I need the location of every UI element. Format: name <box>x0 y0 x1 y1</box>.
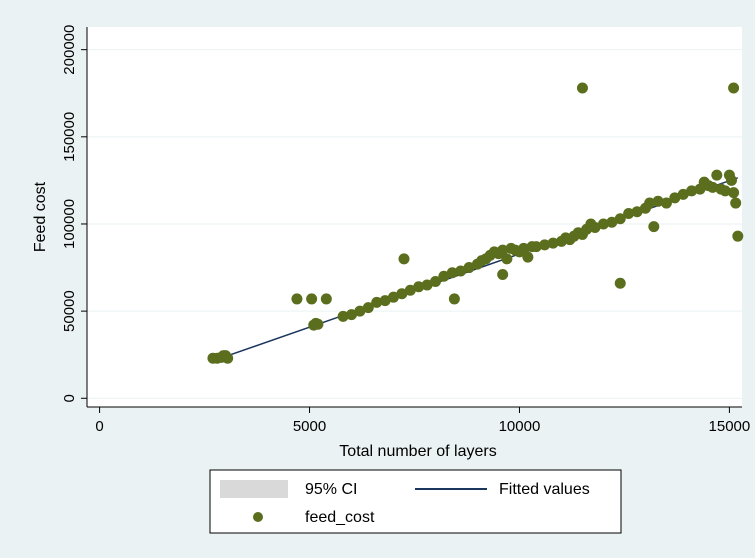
data-point <box>337 310 349 322</box>
data-point <box>726 174 738 186</box>
data-point <box>730 197 742 209</box>
data-point <box>623 208 635 220</box>
data-point <box>421 279 433 291</box>
x-axis-title: Total number of layers <box>339 443 496 460</box>
legend-points-label: feed_cost <box>305 509 375 526</box>
data-point <box>732 230 744 242</box>
data-point <box>614 213 626 225</box>
legend-box <box>209 469 622 534</box>
data-point <box>644 197 656 209</box>
data-point <box>652 195 664 207</box>
data-point <box>448 293 460 305</box>
data-points <box>207 82 744 364</box>
data-point <box>354 305 366 317</box>
data-point <box>518 242 530 254</box>
data-point <box>429 275 441 287</box>
data-point <box>346 309 358 321</box>
data-point <box>379 295 391 307</box>
data-point <box>711 169 723 181</box>
legend-points-marker <box>253 512 263 522</box>
data-point <box>728 82 740 94</box>
data-point <box>522 251 534 263</box>
data-point <box>497 244 509 256</box>
data-point <box>396 288 408 300</box>
y-tick-label: 0 <box>61 394 78 402</box>
data-point <box>438 270 450 282</box>
y-ticks: 0 50000 100000 150000 200000 <box>61 25 87 402</box>
data-point <box>686 185 698 197</box>
data-point <box>371 296 383 308</box>
data-point <box>631 206 643 218</box>
data-point <box>648 221 660 233</box>
data-point <box>455 265 467 277</box>
x-tick-label: 10000 <box>499 418 541 435</box>
data-point <box>497 269 509 281</box>
data-point <box>501 253 513 265</box>
data-point <box>362 302 374 314</box>
data-point <box>291 293 303 305</box>
y-tick-label: 100000 <box>61 199 78 249</box>
legend: 95% CI Fitted values feed_cost <box>209 469 622 534</box>
data-point <box>669 192 681 204</box>
legend-fitted-label: Fitted values <box>499 481 590 498</box>
data-point <box>388 291 400 303</box>
data-point <box>614 277 626 289</box>
data-point <box>398 253 410 265</box>
data-point <box>312 318 324 330</box>
x-tick-label: 15000 <box>709 418 751 435</box>
data-point <box>597 218 609 230</box>
y-tick-label: 150000 <box>61 112 78 162</box>
x-ticks: 0 5000 10000 15000 <box>95 407 750 435</box>
grid-lines <box>87 49 742 399</box>
data-point <box>404 284 416 296</box>
data-point <box>446 267 458 279</box>
data-point <box>320 293 332 305</box>
data-point <box>589 221 601 233</box>
x-tick-label: 5000 <box>293 418 326 435</box>
data-point <box>707 181 719 193</box>
y-axis-title: Feed cost <box>32 181 49 252</box>
y-tick-label: 200000 <box>61 25 78 75</box>
data-point <box>463 262 475 274</box>
data-point <box>606 216 618 228</box>
data-point <box>539 239 551 251</box>
y-tick-label: 50000 <box>61 290 78 332</box>
data-point <box>306 293 318 305</box>
legend-ci-label: 95% CI <box>305 481 357 498</box>
data-point <box>530 241 542 253</box>
plot-area <box>87 27 742 407</box>
data-point <box>576 82 588 94</box>
x-tick-label: 0 <box>95 418 103 435</box>
data-point <box>547 237 559 249</box>
data-point <box>677 188 689 200</box>
data-point <box>413 281 425 293</box>
data-point <box>660 197 672 209</box>
data-point <box>222 352 234 364</box>
legend-ci-swatch <box>220 480 288 498</box>
data-point <box>728 187 740 199</box>
data-point <box>719 185 731 197</box>
